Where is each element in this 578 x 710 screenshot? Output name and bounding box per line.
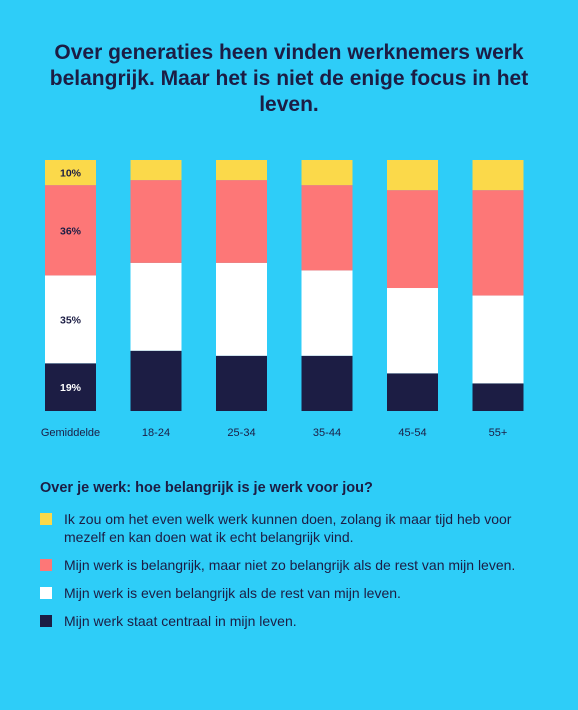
bar-segment <box>301 270 353 356</box>
bar-segment <box>472 190 524 296</box>
legend-label: Mijn werk is belangrijk, maar niet zo be… <box>64 557 516 573</box>
bar-segment <box>301 185 353 271</box>
data-label: 19% <box>60 382 82 394</box>
legend-item-central: Mijn werk staat centraal in mijn leven. <box>40 612 540 630</box>
bar-segment <box>45 160 96 186</box>
bar-segment <box>216 160 267 181</box>
legend-title: Over je werk: hoe belangrijk is je werk … <box>40 480 373 496</box>
x-tick-label: 18-24 <box>142 427 170 439</box>
bar-segment <box>472 383 524 411</box>
x-tick-label: 45-54 <box>398 427 426 439</box>
legend-swatch-yellow <box>40 513 52 525</box>
chart-title: Over generaties heen vinden werknemers w… <box>49 41 529 116</box>
legend-label: Ik zou om het even welk werk kunnen doen… <box>64 511 512 545</box>
bar-segment <box>130 180 182 263</box>
x-tick-label: Gemiddelde <box>41 427 100 439</box>
bar-segment <box>130 160 182 181</box>
bar-segment <box>45 275 96 364</box>
bar-segment <box>216 262 267 356</box>
bar-segment <box>130 262 182 351</box>
x-tick-label: 35-44 <box>313 427 341 439</box>
bar-segment <box>130 350 182 411</box>
bar-segment <box>45 185 96 276</box>
legend-label: Mijn werk staat centraal in mijn leven. <box>64 613 297 629</box>
legend-swatch-navy <box>40 615 52 627</box>
bar-segment <box>387 288 438 374</box>
data-label: 10% <box>60 168 82 180</box>
data-label: 35% <box>60 314 82 326</box>
legend-swatch-white <box>40 587 52 599</box>
bar-segment <box>387 373 438 411</box>
bar-segment <box>301 160 353 186</box>
legend-swatch-red <box>40 559 52 571</box>
bar-segment <box>387 190 438 289</box>
legend-item-any-work: Ik zou om het even welk werk kunnen doen… <box>40 510 540 546</box>
bar-segment <box>301 355 353 411</box>
data-label: 36% <box>60 225 82 237</box>
legend: Ik zou om het even welk werk kunnen doen… <box>40 510 540 640</box>
bar-segment <box>472 295 524 384</box>
x-tick-label: 55+ <box>489 427 508 439</box>
bar-segment <box>216 180 267 263</box>
bar-segment <box>45 363 96 411</box>
stacked-bar-chart: 19% 35% 36% 10% Gemiddelde 18-24 25-34 35-44 45-… <box>41 160 524 439</box>
bar-segment <box>216 355 267 411</box>
bar-segment <box>472 160 524 191</box>
legend-item-equally-important: Mijn werk is even belangrijk als de rest… <box>40 584 540 602</box>
bar-segment <box>387 160 438 191</box>
x-tick-label: 25-34 <box>227 427 255 439</box>
legend-item-less-important: Mijn werk is belangrijk, maar niet zo be… <box>40 556 540 574</box>
legend-label: Mijn werk is even belangrijk als de rest… <box>64 585 401 601</box>
